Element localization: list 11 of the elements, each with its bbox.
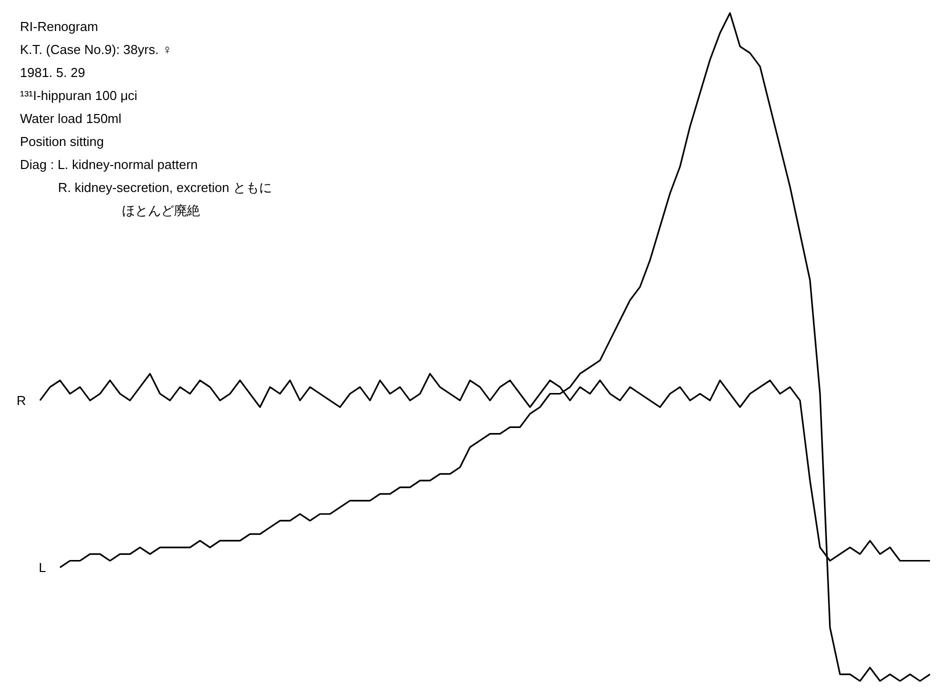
annotation: ほとんど廃絶: [122, 203, 200, 218]
series-label: R: [16, 392, 26, 408]
annotation: Diag : L. kidney-normal pattern: [20, 157, 198, 172]
annotation: R. kidney-secretion, excretion ともに: [58, 180, 272, 195]
annotation: Position sitting: [20, 134, 104, 149]
text: K.T. (Case No.9): 38yrs. ♀: [20, 42, 172, 57]
annotation: 1981. 5. 29: [20, 65, 86, 80]
series-label: L: [38, 560, 46, 575]
text: RI-Renogram: [20, 19, 98, 34]
annotation: Water load 150ml: [20, 111, 122, 126]
annotation: ¹³¹I-hippuran 100 μci: [20, 88, 138, 103]
